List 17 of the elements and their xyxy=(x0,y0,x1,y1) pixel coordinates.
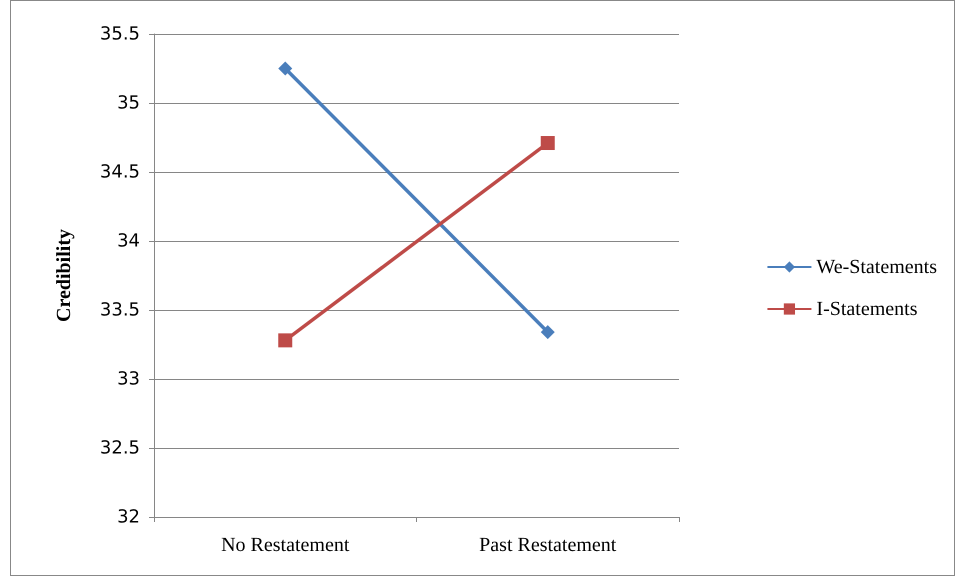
y-axis-title: Credibility xyxy=(53,229,75,322)
legend-label: We-Statements xyxy=(816,256,938,278)
y-tick-label: 34 xyxy=(117,230,140,252)
y-tick-label: 32 xyxy=(117,506,140,528)
x-tick-label: No Restatement xyxy=(221,534,350,556)
y-tick-label: 35 xyxy=(117,92,140,114)
y-tick-label: 33 xyxy=(117,368,140,390)
point xyxy=(278,333,292,348)
y-tick-label: 34.5 xyxy=(100,162,140,182)
legend-label: I-Statements xyxy=(816,298,918,320)
point xyxy=(540,136,555,150)
point xyxy=(540,325,555,340)
y-tick-label: 32.5 xyxy=(100,438,140,458)
x-tick-label: Past Restatement xyxy=(479,534,617,556)
y-tick-label: 33.5 xyxy=(100,300,140,320)
point xyxy=(278,62,292,76)
y-tick-label: 35.5 xyxy=(100,24,140,44)
